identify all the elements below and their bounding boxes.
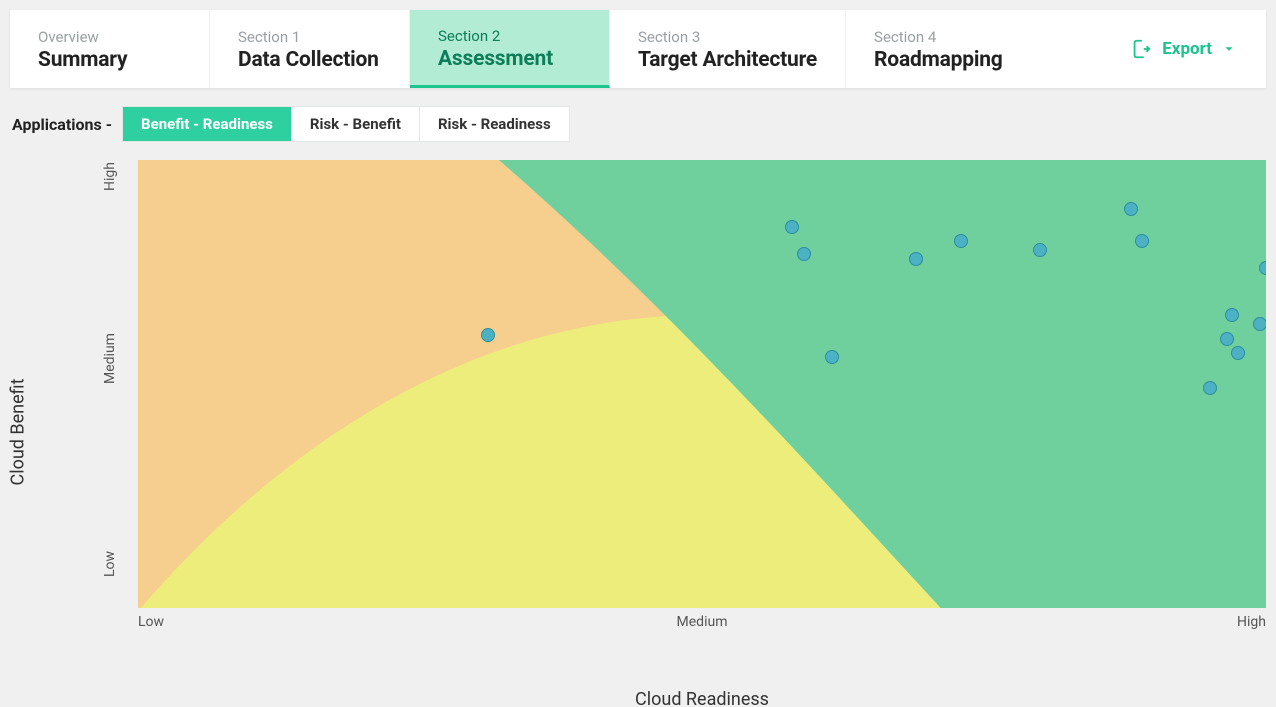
top-nav: Overview Summary Section 1 Data Collecti…	[10, 10, 1266, 88]
x-tick-label: Low	[138, 614, 164, 630]
tab-overline: Overview	[38, 28, 181, 46]
tab-assessment[interactable]: Section 2 Assessment	[410, 10, 610, 88]
applications-subbar: Applications - Benefit - Readiness Risk …	[12, 106, 1276, 142]
tab-overline: Section 4	[874, 28, 1018, 46]
segment-benefit-readiness[interactable]: Benefit - Readiness	[123, 107, 291, 141]
application-marker[interactable]	[797, 247, 811, 261]
tab-title: Data Collection	[238, 48, 381, 72]
application-marker[interactable]	[1259, 261, 1266, 275]
application-marker[interactable]	[954, 234, 968, 248]
segment-risk-readiness[interactable]: Risk - Readiness	[419, 107, 569, 141]
application-marker[interactable]	[1220, 332, 1234, 346]
export-label: Export	[1162, 39, 1212, 59]
tab-overview[interactable]: Overview Summary	[10, 10, 210, 88]
tab-data-collection[interactable]: Section 1 Data Collection	[210, 10, 410, 88]
application-marker[interactable]	[825, 350, 839, 364]
application-marker[interactable]	[1135, 234, 1149, 248]
application-marker[interactable]	[1203, 381, 1217, 395]
x-tick-label: Medium	[677, 614, 728, 630]
export-button[interactable]: Export	[1100, 10, 1266, 88]
tab-target-architecture[interactable]: Section 3 Target Architecture	[610, 10, 846, 88]
metric-segmented-control: Benefit - Readiness Risk - Benefit Risk …	[122, 106, 570, 142]
application-marker[interactable]	[1231, 346, 1245, 360]
caret-down-icon	[1222, 42, 1236, 56]
chart-heat-regions	[138, 160, 1266, 608]
export-icon	[1130, 38, 1152, 60]
application-marker[interactable]	[481, 328, 495, 342]
tab-overline: Section 1	[238, 28, 381, 46]
application-marker[interactable]	[1225, 308, 1239, 322]
application-marker[interactable]	[1033, 243, 1047, 257]
application-marker[interactable]	[785, 220, 799, 234]
tab-overline: Section 3	[638, 28, 817, 46]
application-marker[interactable]	[909, 252, 923, 266]
application-marker[interactable]	[1124, 202, 1138, 216]
spacer	[1046, 10, 1100, 88]
segment-risk-benefit[interactable]: Risk - Benefit	[291, 107, 419, 141]
chart-plot-area	[138, 160, 1266, 608]
x-axis-title: Cloud Readiness	[635, 689, 769, 707]
tab-overline: Section 2	[438, 27, 581, 45]
x-tick-label: High	[1237, 614, 1266, 630]
tab-roadmapping[interactable]: Section 4 Roadmapping	[846, 10, 1046, 88]
application-marker[interactable]	[1253, 317, 1266, 331]
tab-title: Summary	[38, 48, 181, 72]
chart-container: Cloud Benefit Cloud Readiness Low Medium H…	[0, 152, 1276, 707]
y-axis-title: Cloud Benefit	[8, 378, 29, 485]
tab-title: Target Architecture	[638, 48, 817, 72]
tab-title: Assessment	[438, 47, 581, 71]
applications-label: Applications -	[12, 115, 112, 134]
tab-title: Roadmapping	[874, 48, 1018, 72]
